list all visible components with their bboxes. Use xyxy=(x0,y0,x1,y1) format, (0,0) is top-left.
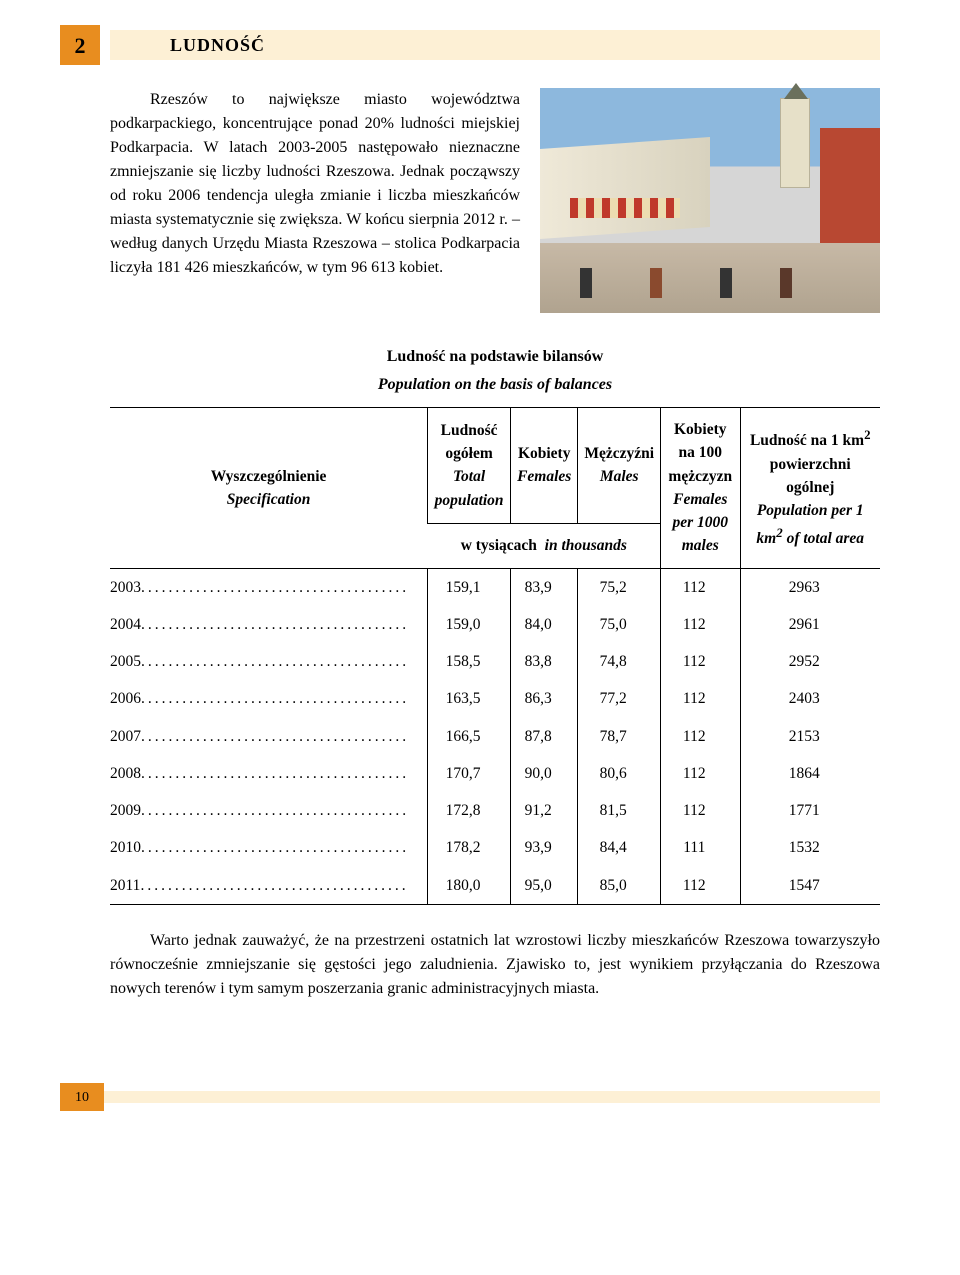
thousands-pl: w tysiącach xyxy=(461,537,537,554)
table-row: 2005 ...................................… xyxy=(110,643,880,680)
table-row: 2003 ...................................… xyxy=(110,568,880,606)
cell-males: 75,2 xyxy=(578,568,661,606)
page-number: 10 xyxy=(75,1087,89,1108)
cell-density: 1864 xyxy=(740,755,880,792)
cell-males: 81,5 xyxy=(578,792,661,829)
cell-year: 2007 ...................................… xyxy=(110,718,427,755)
cell-ratio: 112 xyxy=(661,568,740,606)
cell-density: 2153 xyxy=(740,718,880,755)
table-title-en: Population on the basis of balances xyxy=(110,373,880,397)
cell-males: 80,6 xyxy=(578,755,661,792)
cell-ratio: 112 xyxy=(661,606,740,643)
street-photo xyxy=(540,88,880,313)
cell-density: 2961 xyxy=(740,606,880,643)
cell-females: 87,8 xyxy=(511,718,578,755)
cell-females: 83,8 xyxy=(511,643,578,680)
cell-ratio: 112 xyxy=(661,792,740,829)
cell-females: 95,0 xyxy=(511,867,578,905)
table-title-pl: Ludność na podstawie bilansów xyxy=(110,345,880,369)
cell-males: 75,0 xyxy=(578,606,661,643)
cell-ratio: 112 xyxy=(661,755,740,792)
cell-ratio: 112 xyxy=(661,867,740,905)
col-females-pl: Kobiety xyxy=(518,445,571,462)
page-footer: 10 xyxy=(110,1091,880,1121)
table-row: 2007 ...................................… xyxy=(110,718,880,755)
cell-density: 1771 xyxy=(740,792,880,829)
cell-density: 2963 xyxy=(740,568,880,606)
table-row: 2010 ...................................… xyxy=(110,829,880,866)
col-ratio-en: Females per 1000 males xyxy=(673,491,729,555)
chapter-number-box: 2 xyxy=(60,25,100,65)
col-density-pl-3: powierzchni ogólnej xyxy=(770,456,851,496)
cell-density: 2403 xyxy=(740,680,880,717)
outro-paragraph: Warto jednak zauważyć, że na przestrzeni… xyxy=(110,929,880,1001)
cell-males: 84,4 xyxy=(578,829,661,866)
table-row: 2006 ...................................… xyxy=(110,680,880,717)
cell-total: 172,8 xyxy=(428,792,511,829)
col-total-pl: Ludność ogółem xyxy=(441,422,498,462)
cell-year: 2009 ...................................… xyxy=(110,792,427,829)
cell-density: 2952 xyxy=(740,643,880,680)
cell-ratio: 111 xyxy=(661,829,740,866)
cell-total: 159,0 xyxy=(428,606,511,643)
col-total-en: Total population xyxy=(435,468,504,508)
chapter-number: 2 xyxy=(75,29,86,62)
cell-year: 2010 ...................................… xyxy=(110,829,427,866)
cell-density: 1532 xyxy=(740,829,880,866)
cell-males: 74,8 xyxy=(578,643,661,680)
outro-section: Warto jednak zauważyć, że na przestrzeni… xyxy=(110,929,880,1001)
table-head: Wyszczególnienie Specification Ludność o… xyxy=(110,408,880,569)
cell-total: 163,5 xyxy=(428,680,511,717)
cell-females: 93,9 xyxy=(511,829,578,866)
table-row: 2009 ...................................… xyxy=(110,792,880,829)
cell-year: 2008 ...................................… xyxy=(110,755,427,792)
cell-year: 2003 ...................................… xyxy=(110,569,427,606)
col-density-pl-1: Ludność na xyxy=(750,433,827,450)
cell-ratio: 112 xyxy=(661,643,740,680)
col-density-en-2: of total area xyxy=(783,530,864,547)
cell-males: 78,7 xyxy=(578,718,661,755)
population-table: Wyszczególnienie Specification Ludność o… xyxy=(110,407,880,905)
cell-females: 83,9 xyxy=(511,568,578,606)
table-row: 2008 ...................................… xyxy=(110,755,880,792)
col-spec-en: Specification xyxy=(227,491,311,508)
cell-year: 2006 ...................................… xyxy=(110,680,427,717)
col-density-pl-2: 1 km xyxy=(831,433,864,450)
intro-section: Rzeszów to największe miasto województwa… xyxy=(110,88,880,323)
cell-total: 178,2 xyxy=(428,829,511,866)
cell-females: 84,0 xyxy=(511,606,578,643)
cell-males: 77,2 xyxy=(578,680,661,717)
table-row: 2011 ...................................… xyxy=(110,867,880,905)
chapter-title: LUDNOŚĆ xyxy=(170,32,265,59)
cell-males: 85,0 xyxy=(578,867,661,905)
cell-density: 1547 xyxy=(740,867,880,905)
cell-total: 170,7 xyxy=(428,755,511,792)
col-females-en: Females xyxy=(517,468,571,485)
cell-year: 2004 ...................................… xyxy=(110,606,427,643)
chapter-header: 2 LUDNOŚĆ xyxy=(110,30,880,60)
cell-ratio: 112 xyxy=(661,718,740,755)
footer-bar xyxy=(60,1091,880,1103)
cell-total: 158,5 xyxy=(428,643,511,680)
cell-females: 90,0 xyxy=(511,755,578,792)
cell-ratio: 112 xyxy=(661,680,740,717)
cell-total: 159,1 xyxy=(428,568,511,606)
page-number-box: 10 xyxy=(60,1083,104,1111)
thousands-en: in thousands xyxy=(545,537,627,554)
col-males-pl: Mężczyźni xyxy=(584,445,654,462)
cell-females: 86,3 xyxy=(511,680,578,717)
cell-total: 166,5 xyxy=(428,718,511,755)
cell-year: 2005 ...................................… xyxy=(110,643,427,680)
table-row: 2004 ...................................… xyxy=(110,606,880,643)
table-body: 2003 ...................................… xyxy=(110,568,880,905)
col-ratio-pl: Kobiety na 100 mężczyzn xyxy=(668,421,732,485)
cell-year: 2011 ...................................… xyxy=(110,867,427,905)
cell-total: 180,0 xyxy=(428,867,511,905)
sup-2a: 2 xyxy=(864,427,870,442)
col-males-en: Males xyxy=(600,468,639,485)
col-spec-pl: Wyszczególnienie xyxy=(211,468,327,485)
cell-females: 91,2 xyxy=(511,792,578,829)
